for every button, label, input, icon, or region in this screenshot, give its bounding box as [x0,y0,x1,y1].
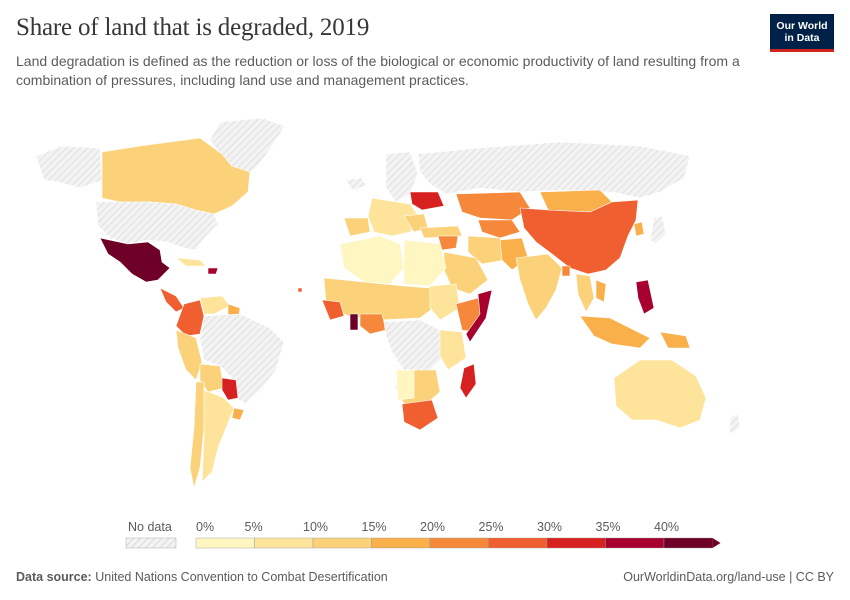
region-central-america[interactable] [159,287,185,313]
country-morocco-algeria[interactable] [339,235,405,285]
legend-swatch[interactable] [546,537,606,549]
legend-tick-label: 5% [245,520,263,534]
country-nigeria[interactable] [359,313,387,335]
legend-swatch[interactable] [488,537,548,549]
country-spain[interactable] [343,217,371,237]
legend-swatch[interactable] [195,537,255,549]
world-map-svg [35,117,741,489]
country-korea[interactable] [633,221,645,237]
country-brazil[interactable] [199,313,285,405]
country-chile[interactable] [189,381,205,489]
country-bangladesh[interactable] [561,265,571,277]
country-uruguay[interactable] [231,407,245,421]
country-russia[interactable] [417,141,691,199]
region-west-africa[interactable] [321,299,345,321]
data-source: Data source: United Nations Convention t… [16,570,388,584]
country-cuba[interactable] [175,257,207,267]
legend-tick-label: 30% [537,520,562,534]
logo-line-1: Our World [776,20,828,32]
country-vietnam[interactable] [595,279,607,303]
country-japan[interactable] [649,215,667,245]
legend-swatch[interactable] [254,537,314,549]
country-iran[interactable] [467,235,505,265]
country-libya-egypt[interactable] [403,239,447,287]
country-myanmar-thailand[interactable] [575,273,595,313]
legend-tick-label: 0% [196,520,214,534]
country-paraguay[interactable] [221,377,239,401]
legend-tick-label: 10% [303,520,328,534]
country-kazakhstan[interactable] [455,191,531,221]
country-argentina[interactable] [201,389,235,483]
legend-no-data-swatch[interactable] [125,537,177,549]
country-angola[interactable] [395,369,415,401]
legend-tick-label: 15% [362,520,387,534]
chart-subtitle: Land degradation is defined as the reduc… [16,53,740,88]
country-iceland[interactable] [345,177,367,191]
country-philippines[interactable] [635,279,655,315]
legend-swatch[interactable] [371,537,431,549]
legend-swatch[interactable] [429,537,489,549]
country-south-africa[interactable] [401,399,439,431]
data-source-text[interactable]: United Nations Convention to Combat Dese… [95,570,388,584]
country-colombia[interactable] [175,299,205,337]
country-new-zealand[interactable] [729,413,741,435]
legend-arrow [712,538,721,548]
country-usa[interactable] [95,201,219,251]
legend-tick-label: 40% [654,520,679,534]
country-ghana[interactable] [349,313,359,331]
legend-tick-label: 25% [479,520,504,534]
country-china[interactable] [519,199,639,275]
legend-swatch[interactable] [605,537,665,549]
country-kenya-tanzania[interactable] [439,329,467,371]
region-central-asia[interactable] [477,219,521,239]
legend-swatch[interactable] [312,537,372,549]
country-bolivia[interactable] [199,363,225,393]
owid-logo[interactable]: Our World in Data [770,14,834,52]
country-venezuela[interactable] [199,295,231,315]
source-url[interactable]: OurWorldinData.org/land-use | CC BY [623,570,834,584]
region-scandinavia[interactable] [385,151,419,203]
country-alaska[interactable] [35,145,103,189]
legend-tick-label: 35% [596,520,621,534]
legend-tick-label: 20% [420,520,445,534]
data-source-label: Data source: [16,570,92,584]
country-papua-new-guinea[interactable] [659,331,691,349]
country-madagascar[interactable] [459,363,477,399]
country-haiti[interactable] [207,267,219,275]
country-cape-verde-misc[interactable] [297,287,303,293]
legend-svg: No data 0% 5% 10% 15% 20% 25% 30% 35% 40% [125,520,721,549]
country-sudan[interactable] [429,283,461,321]
region-levant[interactable] [437,235,459,251]
legend-no-data-label: No data [128,520,172,534]
country-somalia[interactable] [465,289,493,343]
region-central-africa[interactable] [383,319,445,371]
country-indonesia[interactable] [579,315,651,349]
world-map [0,108,850,518]
region-western-europe[interactable] [367,197,421,237]
logo-line-2: in Data [784,32,820,44]
country-mexico[interactable] [99,237,171,283]
legend-swatch[interactable] [663,537,713,549]
country-australia[interactable] [613,359,707,429]
country-peru[interactable] [175,329,203,381]
chart-title: Share of land that is degraded, 2019 [16,14,370,41]
map-legend: No data 0% 5% 10% 15% 20% 25% 30% 35% 40% [0,516,850,556]
country-india[interactable] [515,253,563,321]
country-turkey[interactable] [419,225,463,239]
country-ukraine[interactable] [409,191,445,211]
